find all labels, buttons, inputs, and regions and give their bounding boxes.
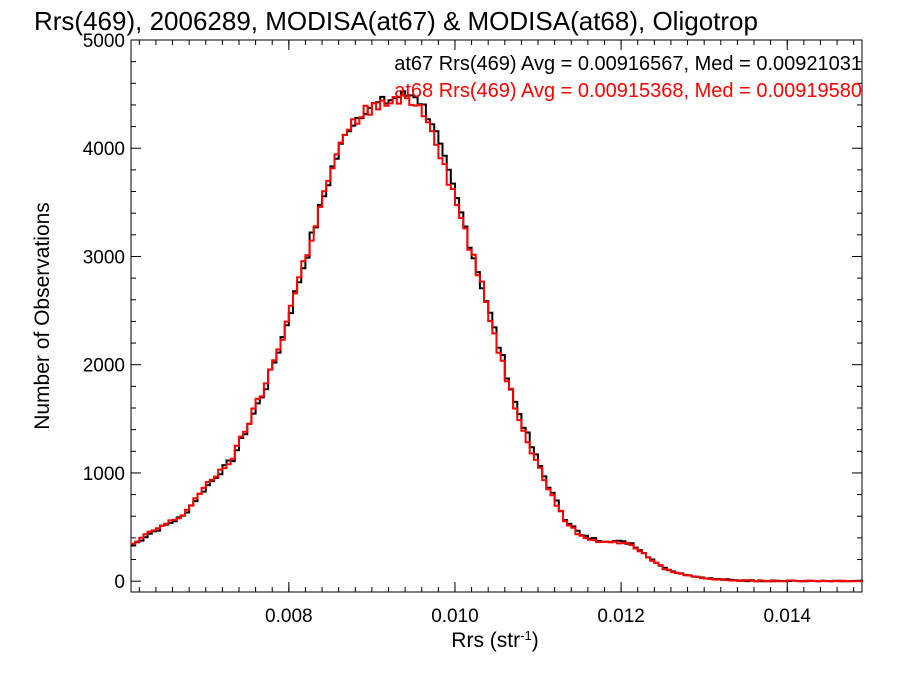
series-line-at68 <box>131 94 863 583</box>
plot-border <box>130 39 863 593</box>
x-axis-label-main: Rrs (str <box>451 629 520 652</box>
y-tick-label: 5000 <box>83 31 125 52</box>
y-tick-label: 4000 <box>83 139 125 160</box>
plot-frame <box>130 39 863 593</box>
x-tick-label: 0.012 <box>597 606 645 627</box>
y-tick-label: 3000 <box>83 247 125 268</box>
legend-entry-at68: at68 Rrs(469) Avg = 0.00915368, Med = 0.… <box>394 80 862 102</box>
x-tick-label: 0.010 <box>431 606 479 627</box>
x-axis-label: Rrs (str-1) <box>451 628 538 653</box>
y-tick-label: 0 <box>114 572 125 593</box>
legend-entry-at67: at67 Rrs(469) Avg = 0.00916567, Med = 0.… <box>394 53 862 75</box>
x-tick-label: 0.008 <box>265 606 313 627</box>
x-axis-label-close: ) <box>532 629 539 652</box>
y-axis-label: Number of Observations <box>31 202 54 430</box>
x-tick-label: 0.014 <box>763 606 811 627</box>
x-axis-label-superscript: -1 <box>520 628 532 643</box>
x-axis-ticks: 0.008 0.010 0.012 0.014 <box>138 40 855 627</box>
y-tick-label: 1000 <box>83 464 125 485</box>
y-tick-label: 2000 <box>83 356 125 377</box>
series-layer <box>131 90 863 583</box>
chart-title: Rrs(469), 2006289, MODISA(at67) & MODISA… <box>34 6 758 36</box>
y-axis-ticks: 0 1000 2000 3000 4000 5000 <box>83 31 862 593</box>
